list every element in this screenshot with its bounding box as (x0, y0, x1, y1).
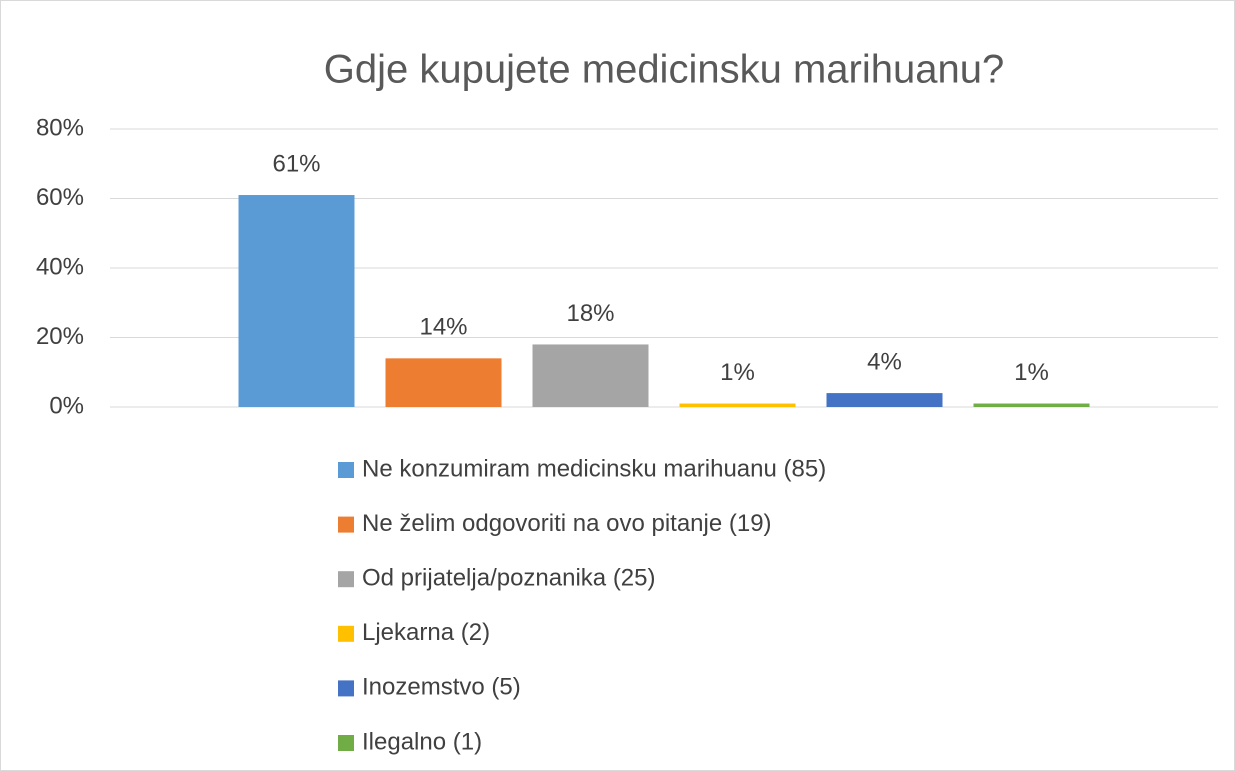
legend-label: Ne želim odgovoriti na ovo pitanje (19) (362, 510, 772, 537)
legend-swatch (338, 735, 354, 751)
bar (679, 403, 796, 407)
data-label: 18% (566, 300, 614, 327)
y-tick-label: 80% (36, 114, 84, 141)
data-label: 1% (1014, 359, 1049, 386)
legend-label: Ljekarna (2) (362, 619, 490, 646)
bar (973, 403, 1090, 407)
data-label: 61% (272, 150, 320, 177)
legend-label: Ilegalno (1) (362, 728, 482, 755)
legend-label: Od prijatelja/poznanika (25) (362, 565, 656, 592)
y-tick-label: 0% (49, 392, 84, 419)
legend-swatch (338, 680, 354, 697)
legend-swatch (338, 625, 354, 642)
y-tick-label: 60% (36, 184, 84, 211)
legend-label: Ne konzumiram medicinsku marihuanu (85) (362, 455, 826, 482)
legend-swatch (338, 516, 354, 533)
legend-swatch (338, 462, 354, 478)
bar (532, 344, 649, 407)
legend-label: Inozemstvo (5) (362, 674, 521, 701)
bar (385, 358, 502, 407)
y-tick-label: 40% (36, 253, 84, 280)
chart-title: Gdje kupujete medicinsku marihuanu? (324, 48, 1004, 92)
data-label: 4% (867, 348, 902, 375)
data-label: 14% (419, 314, 467, 341)
bar (826, 393, 943, 407)
legend-swatch (338, 571, 354, 588)
data-label: 1% (720, 359, 755, 386)
bar (238, 195, 355, 407)
y-tick-label: 20% (36, 323, 84, 350)
